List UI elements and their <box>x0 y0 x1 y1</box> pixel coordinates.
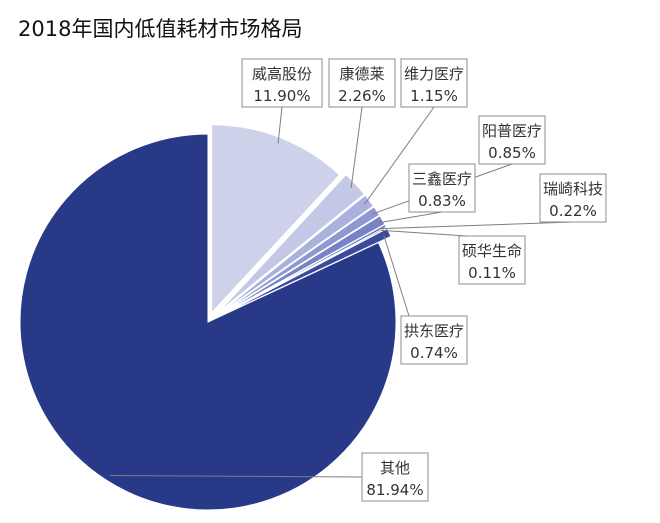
slice-name-label: 阳普医疗 <box>482 122 542 140</box>
chart-title: 2018年国内低值耗材市场格局 <box>18 17 302 41</box>
slice-name-label: 其他 <box>380 459 410 477</box>
slice-name-label: 维力医疗 <box>404 65 464 83</box>
pie-slice-3 <box>218 194 375 314</box>
slice-label-box <box>361 452 429 502</box>
slice-name-label: 硕华生命 <box>462 242 522 260</box>
slice-value-label: 2.26% <box>338 87 386 105</box>
slice-value-label: 0.85% <box>488 144 536 162</box>
pie-slice-9 <box>19 133 397 511</box>
slice-name-label: 拱东医疗 <box>404 322 464 340</box>
pie-slice-2 <box>217 173 365 313</box>
slice-label-box <box>400 58 468 108</box>
pie-slice-4 <box>219 206 381 315</box>
slice-label-box <box>458 235 526 285</box>
leader-line <box>350 106 363 189</box>
slice-value-label: 1.15% <box>410 87 458 105</box>
leader-line <box>383 234 410 317</box>
slice-value-label: 0.74% <box>410 344 458 362</box>
slice-value-label: 11.90% <box>253 87 310 105</box>
slice-value-label: 0.11% <box>468 264 516 282</box>
leader-line <box>364 106 435 205</box>
slice-labels: 威高股份 11.90% 康德莱 2.26% 维力医疗 1.15% 阳普医疗 0.85% 三鑫医疗… <box>241 58 607 502</box>
slice-label-box <box>539 173 607 223</box>
slice-name-label: 威高股份 <box>252 65 312 83</box>
leader-line <box>381 229 468 237</box>
leader-line <box>277 106 283 144</box>
slice-value-label: 0.83% <box>418 192 466 210</box>
slice-label-box <box>328 58 396 108</box>
leader-lines <box>110 106 574 478</box>
leader-line <box>377 211 443 224</box>
pie-slice-1 <box>211 124 341 314</box>
pie-slices <box>19 124 397 511</box>
slice-name-label: 三鑫医疗 <box>412 170 472 188</box>
leader-line <box>380 221 574 230</box>
slice-label-box <box>408 163 476 213</box>
slice-label-box <box>400 315 468 365</box>
leader-line <box>110 475 363 478</box>
slice-value-label: 81.94% <box>366 481 423 499</box>
slice-name-label: 康德莱 <box>339 65 384 83</box>
slice-name-label: 瑞崎科技 <box>543 180 603 198</box>
slice-value-label: 0.22% <box>549 202 597 220</box>
slice-label-box <box>478 115 546 165</box>
slice-label-box <box>241 58 323 108</box>
